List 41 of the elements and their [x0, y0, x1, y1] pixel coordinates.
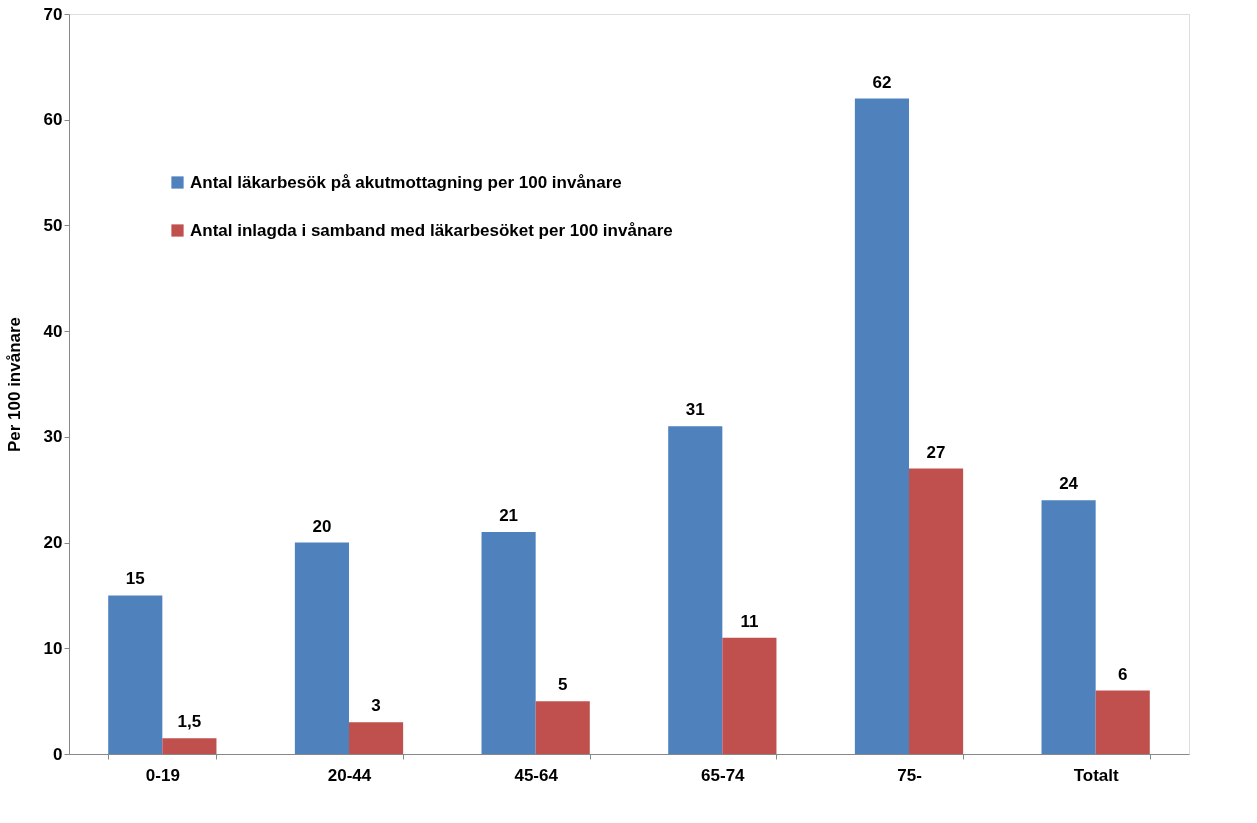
- data-label: 31: [685, 400, 705, 420]
- bar: [294, 542, 349, 754]
- y-tick-label: 30: [43, 427, 63, 447]
- bar: [108, 595, 163, 754]
- legend-label: Antal läkarbesök på akutmottagning per 100 invånare: [190, 172, 622, 192]
- bar: [854, 98, 909, 754]
- data-label: 3: [371, 696, 381, 716]
- y-tick-label: 20: [43, 533, 63, 553]
- x-tick-label: 20-44: [327, 765, 372, 785]
- bar: [535, 701, 590, 754]
- x-tick-label: 45-64: [514, 765, 559, 785]
- bar: [1041, 500, 1096, 754]
- data-label: 20: [312, 516, 332, 536]
- bar: [481, 532, 536, 754]
- legend-label: Antal inlagda i samband med läkarbesöket per 100 invånare: [190, 220, 673, 240]
- data-label: 15: [125, 569, 145, 589]
- data-label: 24: [1059, 474, 1079, 494]
- x-tick-label: Totalt: [1073, 765, 1119, 785]
- data-label: 11: [740, 611, 759, 631]
- data-label: 27: [926, 442, 946, 462]
- y-axis-title: Per 100 invånare: [4, 316, 24, 453]
- y-tick-label: 70: [43, 4, 63, 24]
- bar: [1095, 690, 1150, 754]
- x-tick-label: 65-74: [701, 765, 746, 785]
- y-tick-label: 50: [43, 215, 63, 235]
- data-label: 21: [499, 506, 519, 525]
- data-label: 5: [558, 675, 568, 695]
- y-tick-label: 0: [53, 744, 63, 764]
- y-tick-label: 60: [43, 110, 63, 130]
- bar: [349, 722, 404, 754]
- bar: [162, 738, 217, 754]
- bar: [722, 637, 777, 754]
- data-label: 6: [1118, 664, 1128, 684]
- x-tick-label: 0-19: [145, 765, 180, 785]
- x-tick-label: 75-: [897, 765, 922, 785]
- data-label: 1,5: [177, 712, 202, 732]
- y-tick-label: 10: [43, 638, 63, 658]
- y-tick-label: 40: [43, 321, 63, 341]
- bar: [668, 426, 723, 754]
- data-label: 62: [872, 72, 892, 92]
- bar: [909, 468, 964, 754]
